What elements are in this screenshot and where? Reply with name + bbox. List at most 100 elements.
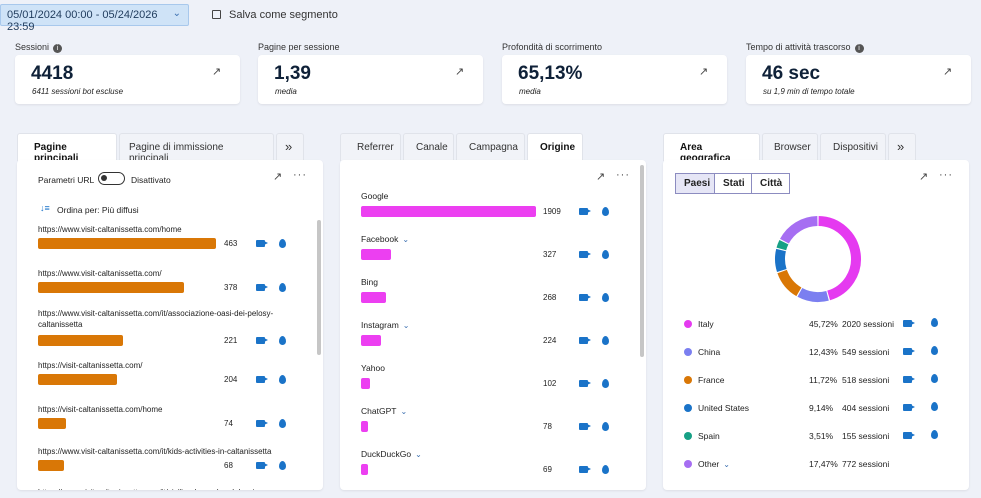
recordings-icon[interactable] [256,240,268,247]
url-params-toggle[interactable] [98,172,125,185]
recordings-icon[interactable] [256,420,268,427]
referrer-name[interactable]: Instagram ⌄ [361,320,410,330]
heatmap-icon[interactable] [931,402,938,411]
trend-chart-icon[interactable]: ↗ [919,171,929,183]
recordings-icon[interactable] [903,376,915,383]
trend-chart-icon[interactable]: ↗ [273,171,283,183]
recordings-icon[interactable] [579,466,591,473]
page-url[interactable]: https://www.visit-caltanissetta.com/it/a… [38,309,274,329]
recordings-icon[interactable] [256,376,268,383]
more-options-icon[interactable]: ··· [616,169,630,181]
more-tabs-icon[interactable]: » [276,133,304,161]
country-name[interactable]: Spain [698,431,720,441]
heatmap-icon[interactable] [279,239,286,248]
heatmap-icon[interactable] [602,379,609,388]
more-tabs-icon[interactable]: » [888,133,916,161]
tab-referrer[interactable]: Referrer [340,133,401,161]
heatmap-icon[interactable] [602,422,609,431]
recordings-icon[interactable] [579,337,591,344]
donut-slice[interactable] [777,269,802,297]
heatmap-icon[interactable] [602,465,609,474]
recordings-icon[interactable] [579,251,591,258]
chevron-down-icon[interactable]: ⌄ [723,460,730,469]
recordings-icon[interactable] [903,432,915,439]
recordings-icon[interactable] [903,404,915,411]
heatmap-icon[interactable] [931,346,938,355]
recordings-icon[interactable] [579,208,591,215]
referrer-name[interactable]: Yahoo [361,363,385,373]
sort-icon[interactable]: ↓≡ [40,203,50,213]
info-icon[interactable]: i [53,44,63,53]
sort-label[interactable]: Ordina per: Più diffusi [57,205,139,215]
segment-states[interactable]: Stati [714,173,752,194]
heatmap-icon[interactable] [931,318,938,327]
tab-geographic-area[interactable]: Area geografica [663,133,760,164]
referrer-name[interactable]: Bing [361,277,379,287]
page-url[interactable]: https://www.visit-caltanissetta.com/it/k… [38,447,272,456]
heatmap-icon[interactable] [931,430,938,439]
trend-chart-icon[interactable]: ↗ [455,66,465,78]
recordings-icon[interactable] [903,320,915,327]
scrollbar[interactable] [640,165,644,357]
tab-browser[interactable]: Browser [762,133,818,161]
heatmap-icon[interactable] [602,336,609,345]
chevron-down-icon[interactable]: ⌄ [400,407,408,416]
heatmap-icon[interactable] [279,283,286,292]
country-name[interactable]: Other ⌄ [698,459,730,469]
recordings-icon[interactable] [256,284,268,291]
tab-campaign[interactable]: Campagna [456,133,525,161]
heatmap-icon[interactable] [279,461,286,470]
referrer-name[interactable]: DuckDuckGo ⌄ [361,449,422,459]
page-url[interactable]: https://visit-caltanissetta.com/home [38,405,163,414]
heatmap-icon[interactable] [602,293,609,302]
chevron-down-icon[interactable]: ⌄ [415,450,422,459]
referrer-name[interactable]: Google [361,191,389,201]
country-name[interactable]: China [698,347,721,357]
save-segment-button[interactable]: Salva come segmento [212,9,338,21]
tab-devices[interactable]: Dispositivi [820,133,886,161]
info-icon[interactable]: i [854,44,864,53]
segment-cities[interactable]: Città [751,173,790,194]
page-url[interactable]: https://www.visit-caltanissetta.com/home [38,225,182,234]
referrer-name[interactable]: ChatGPT ⌄ [361,406,408,416]
country-name[interactable]: United States [698,403,750,413]
heatmap-icon[interactable] [279,419,286,428]
chevron-down-icon[interactable]: ⌄ [402,235,410,244]
referrer-name[interactable]: Facebook ⌄ [361,234,410,244]
date-range-dropdown[interactable]: 05/01/2024 00:00 - 05/24/2026 23:59 ⌄ [0,4,189,33]
page-url[interactable]: https://visit-caltanissetta.com/ [38,361,143,370]
recordings-icon[interactable] [579,380,591,387]
tab-entry-pages[interactable]: Pagine di immissione principali [119,133,274,164]
heatmap-icon[interactable] [931,374,938,383]
donut-slice[interactable] [775,248,787,273]
tab-channel[interactable]: Canale [403,133,454,161]
segment-countries[interactable]: Paesi [675,173,715,194]
recordings-icon[interactable] [256,462,268,469]
heatmap-icon[interactable] [279,336,286,345]
donut-slice[interactable] [797,287,829,302]
trend-chart-icon[interactable]: ↗ [212,66,222,78]
page-url[interactable]: https://www.visit-caltanissetta.com/it/s… [38,487,288,490]
recordings-icon[interactable] [579,294,591,301]
recordings-icon[interactable] [579,423,591,430]
more-options-icon[interactable]: ··· [293,169,307,181]
trend-chart-icon[interactable]: ↗ [596,171,606,183]
trend-chart-icon[interactable]: ↗ [699,66,709,78]
recordings-icon[interactable] [256,337,268,344]
heatmap-icon[interactable] [602,207,609,216]
country-name[interactable]: France [698,375,725,385]
trend-chart-icon[interactable]: ↗ [943,66,953,78]
tab-top-pages[interactable]: Pagine principali [17,133,117,164]
heatmap-icon[interactable] [279,375,286,384]
scrollbar[interactable] [317,220,321,355]
donut-slice[interactable] [776,240,789,251]
chevron-down-icon[interactable]: ⌄ [402,321,410,330]
recordings-icon[interactable] [903,348,915,355]
donut-slice[interactable] [818,216,861,301]
country-name[interactable]: Italy [698,319,714,329]
more-options-icon[interactable]: ··· [939,169,953,181]
heatmap-icon[interactable] [602,250,609,259]
tab-origin[interactable]: Origine [527,133,583,161]
donut-slice[interactable] [780,216,818,244]
page-url[interactable]: https://www.visit-caltanissetta.com/ [38,269,162,278]
